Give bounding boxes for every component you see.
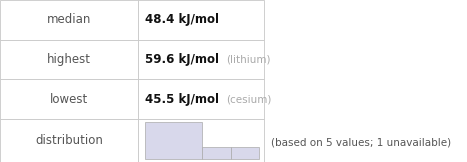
Bar [145, 122, 202, 159]
Bar [138, 0, 264, 40]
Text: 45.5 kJ/mol: 45.5 kJ/mol [145, 93, 219, 106]
Bar [138, 119, 264, 162]
Bar [202, 147, 231, 159]
Text: (cesium): (cesium) [226, 94, 272, 104]
Bar [138, 79, 264, 119]
Text: median: median [47, 13, 91, 26]
Text: (lithium): (lithium) [226, 55, 271, 64]
Text: 48.4 kJ/mol: 48.4 kJ/mol [145, 13, 219, 26]
Text: highest: highest [47, 53, 91, 66]
Text: lowest: lowest [50, 93, 88, 106]
Bar [0, 40, 138, 79]
Bar [0, 119, 138, 162]
Text: distribution: distribution [35, 134, 103, 147]
Bar [0, 79, 138, 119]
Bar [0, 0, 138, 40]
Text: (based on 5 values; 1 unavailable): (based on 5 values; 1 unavailable) [271, 138, 451, 148]
Text: 59.6 kJ/mol: 59.6 kJ/mol [145, 53, 219, 66]
Bar [138, 40, 264, 79]
Bar [231, 147, 259, 159]
